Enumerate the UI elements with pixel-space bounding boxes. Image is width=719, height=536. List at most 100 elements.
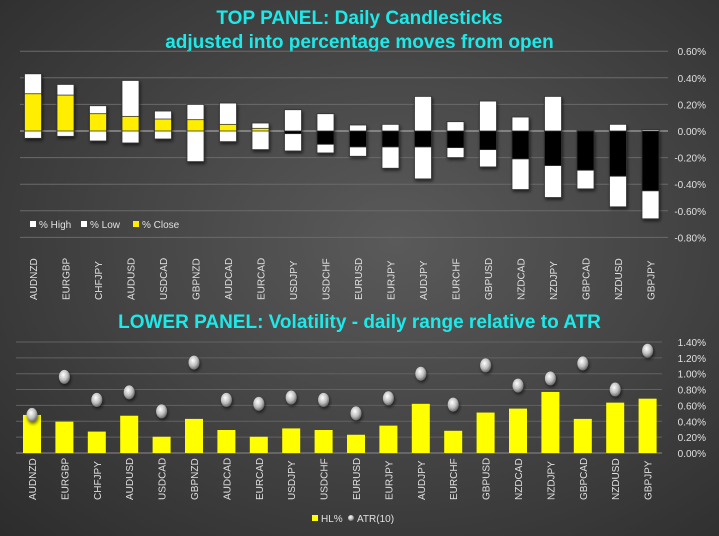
candle-close [544, 130, 562, 166]
x-tick-label: AUDNZD [28, 458, 39, 500]
x-tick-label: AUDUSD [125, 458, 136, 500]
candle-close [219, 123, 237, 132]
top-panel-title: TOP PANEL: Daily Candlesticks adjusted i… [0, 7, 719, 55]
y-tick-label: 0.00% [678, 127, 706, 138]
top-title-line1: TOP PANEL: Daily Candlesticks [216, 8, 503, 29]
legend-label: HL% [321, 514, 343, 525]
legend-swatch [30, 221, 36, 227]
atr-marker [91, 392, 103, 407]
atr-marker [123, 385, 135, 400]
x-tick-label: NZDUSD [611, 458, 622, 500]
y-tick-label: 0.60% [678, 401, 706, 412]
candle-close [641, 130, 660, 192]
candle-range [251, 122, 270, 151]
candle-close [284, 130, 302, 135]
y-tick-label: -0.60% [674, 207, 706, 218]
y-tick-label: 0.40% [678, 74, 706, 85]
atr-marker [26, 407, 38, 422]
x-tick-label: GBPCAD [582, 258, 593, 300]
x-tick-label: EURGBP [62, 257, 73, 300]
hl-bar [55, 421, 74, 453]
hl-bar [282, 428, 301, 453]
atr-marker [382, 391, 394, 406]
y-tick-label: 1.00% [678, 370, 706, 381]
hl-bar [87, 431, 106, 453]
legend-label: ATR(10) [357, 514, 394, 525]
x-tick-label: GBPUSD [482, 458, 493, 500]
hl-bar [573, 418, 592, 453]
atr-marker [609, 382, 621, 397]
hl-bar [541, 391, 560, 453]
x-tick-label: NZDCAD [514, 458, 525, 500]
x-tick-label: GBPJPY [647, 260, 658, 300]
legend-label: % Close [142, 220, 180, 231]
atr-marker [188, 355, 200, 370]
x-tick-label: USDCAD [159, 258, 170, 300]
atr-marker [577, 356, 589, 371]
hl-bar [152, 436, 171, 453]
y-tick-label: 1.20% [678, 354, 706, 365]
legend-swatch [348, 515, 354, 521]
x-tick-label: EURCHF [449, 458, 460, 500]
atr-marker [544, 371, 556, 386]
hl-bar [379, 425, 398, 453]
y-tick-label: -0.40% [674, 180, 706, 191]
candle-range [284, 109, 302, 152]
legend-label: % High [39, 220, 71, 231]
x-tick-label: GBPNZD [192, 258, 203, 300]
y-tick-label: -0.80% [674, 233, 706, 244]
legend-swatch [133, 221, 139, 227]
hl-bar [509, 408, 527, 453]
atr-marker [220, 392, 232, 407]
atr-marker [253, 396, 265, 411]
legend-swatch [81, 221, 87, 227]
y-tick-label: 0.60% [678, 47, 706, 58]
y-tick-label: 0.80% [678, 386, 706, 397]
candle-close [89, 113, 107, 132]
atr-marker [415, 366, 427, 381]
candle-close [446, 130, 465, 149]
candle-close [349, 130, 367, 148]
y-tick-label: -0.20% [674, 154, 706, 165]
atr-marker [58, 369, 70, 384]
x-tick-label: EURCAD [257, 258, 268, 300]
x-tick-label: AUDCAD [222, 458, 233, 500]
candle-close [56, 94, 75, 132]
candle-range [186, 104, 205, 162]
x-tick-label: AUDCAD [224, 258, 235, 300]
legend-label: % Low [90, 220, 121, 231]
hl-bar [217, 430, 236, 453]
lower-panel-title: LOWER PANEL: Volatility - daily range re… [118, 312, 601, 333]
atr-marker [480, 358, 492, 373]
hl-bar [185, 418, 203, 453]
x-tick-label: GBPJPY [644, 460, 655, 500]
atr-marker [350, 406, 362, 421]
hl-bar [606, 402, 625, 453]
y-tick-label: 0.40% [678, 417, 706, 428]
hl-bar [23, 414, 41, 453]
x-tick-label: EURJPY [387, 260, 398, 300]
hl-bar [476, 412, 495, 453]
candle-close [316, 130, 335, 145]
candle-range [219, 102, 237, 143]
hl-bar [314, 430, 333, 453]
x-tick-label: GBPNZD [190, 458, 201, 500]
x-tick-label: EURUSD [354, 258, 365, 300]
x-tick-label: AUDUSD [127, 258, 138, 300]
x-tick-label: NZDJPY [549, 261, 560, 300]
x-tick-label: EURCAD [255, 458, 266, 500]
candle-close [251, 127, 270, 132]
candle-close [121, 115, 140, 132]
x-tick-label: AUDJPY [419, 260, 430, 300]
atr-marker [642, 343, 654, 358]
candle-close [414, 130, 432, 148]
x-tick-label: USDJPY [287, 460, 298, 500]
top-title-line2: adjusted into percentage moves from open [165, 32, 554, 53]
x-tick-label: NZDCAD [517, 258, 528, 300]
candle-close [576, 130, 595, 171]
hl-bar [411, 403, 430, 453]
y-tick-label: 0.20% [678, 100, 706, 111]
y-tick-label: 0.00% [678, 449, 706, 460]
x-tick-label: AUDJPY [417, 460, 428, 500]
y-tick-label: 0.20% [678, 433, 706, 444]
